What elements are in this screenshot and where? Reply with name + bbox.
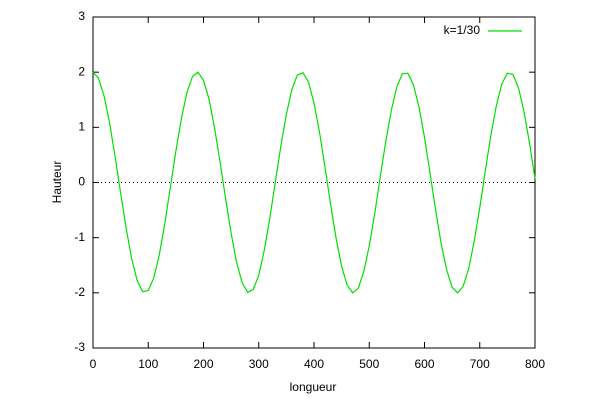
x-axis-label: longueur <box>290 380 337 394</box>
x-tick-label: 800 <box>525 357 545 371</box>
x-tick-label: 400 <box>304 357 324 371</box>
x-tick-label: 600 <box>414 357 434 371</box>
x-tick-label: 500 <box>359 357 379 371</box>
x-tick-label: 200 <box>193 357 213 371</box>
y-tick-label: 1 <box>78 120 85 134</box>
y-axis-label: Hauteur <box>50 161 64 204</box>
y-tick-label: -1 <box>74 230 85 244</box>
data-line <box>92 71 536 294</box>
y-tick-label: -2 <box>74 285 85 299</box>
y-tick-label: 2 <box>78 64 85 78</box>
x-tick-label: 300 <box>249 357 269 371</box>
y-tick-label: 3 <box>78 9 85 23</box>
y-tick-label: 0 <box>78 175 85 189</box>
x-tick-label: 100 <box>138 357 158 371</box>
y-tick-label: -3 <box>74 340 85 354</box>
x-tick-label: 0 <box>90 357 97 371</box>
legend-label: k=1/30 <box>444 23 481 37</box>
x-tick-label: 700 <box>470 357 490 371</box>
